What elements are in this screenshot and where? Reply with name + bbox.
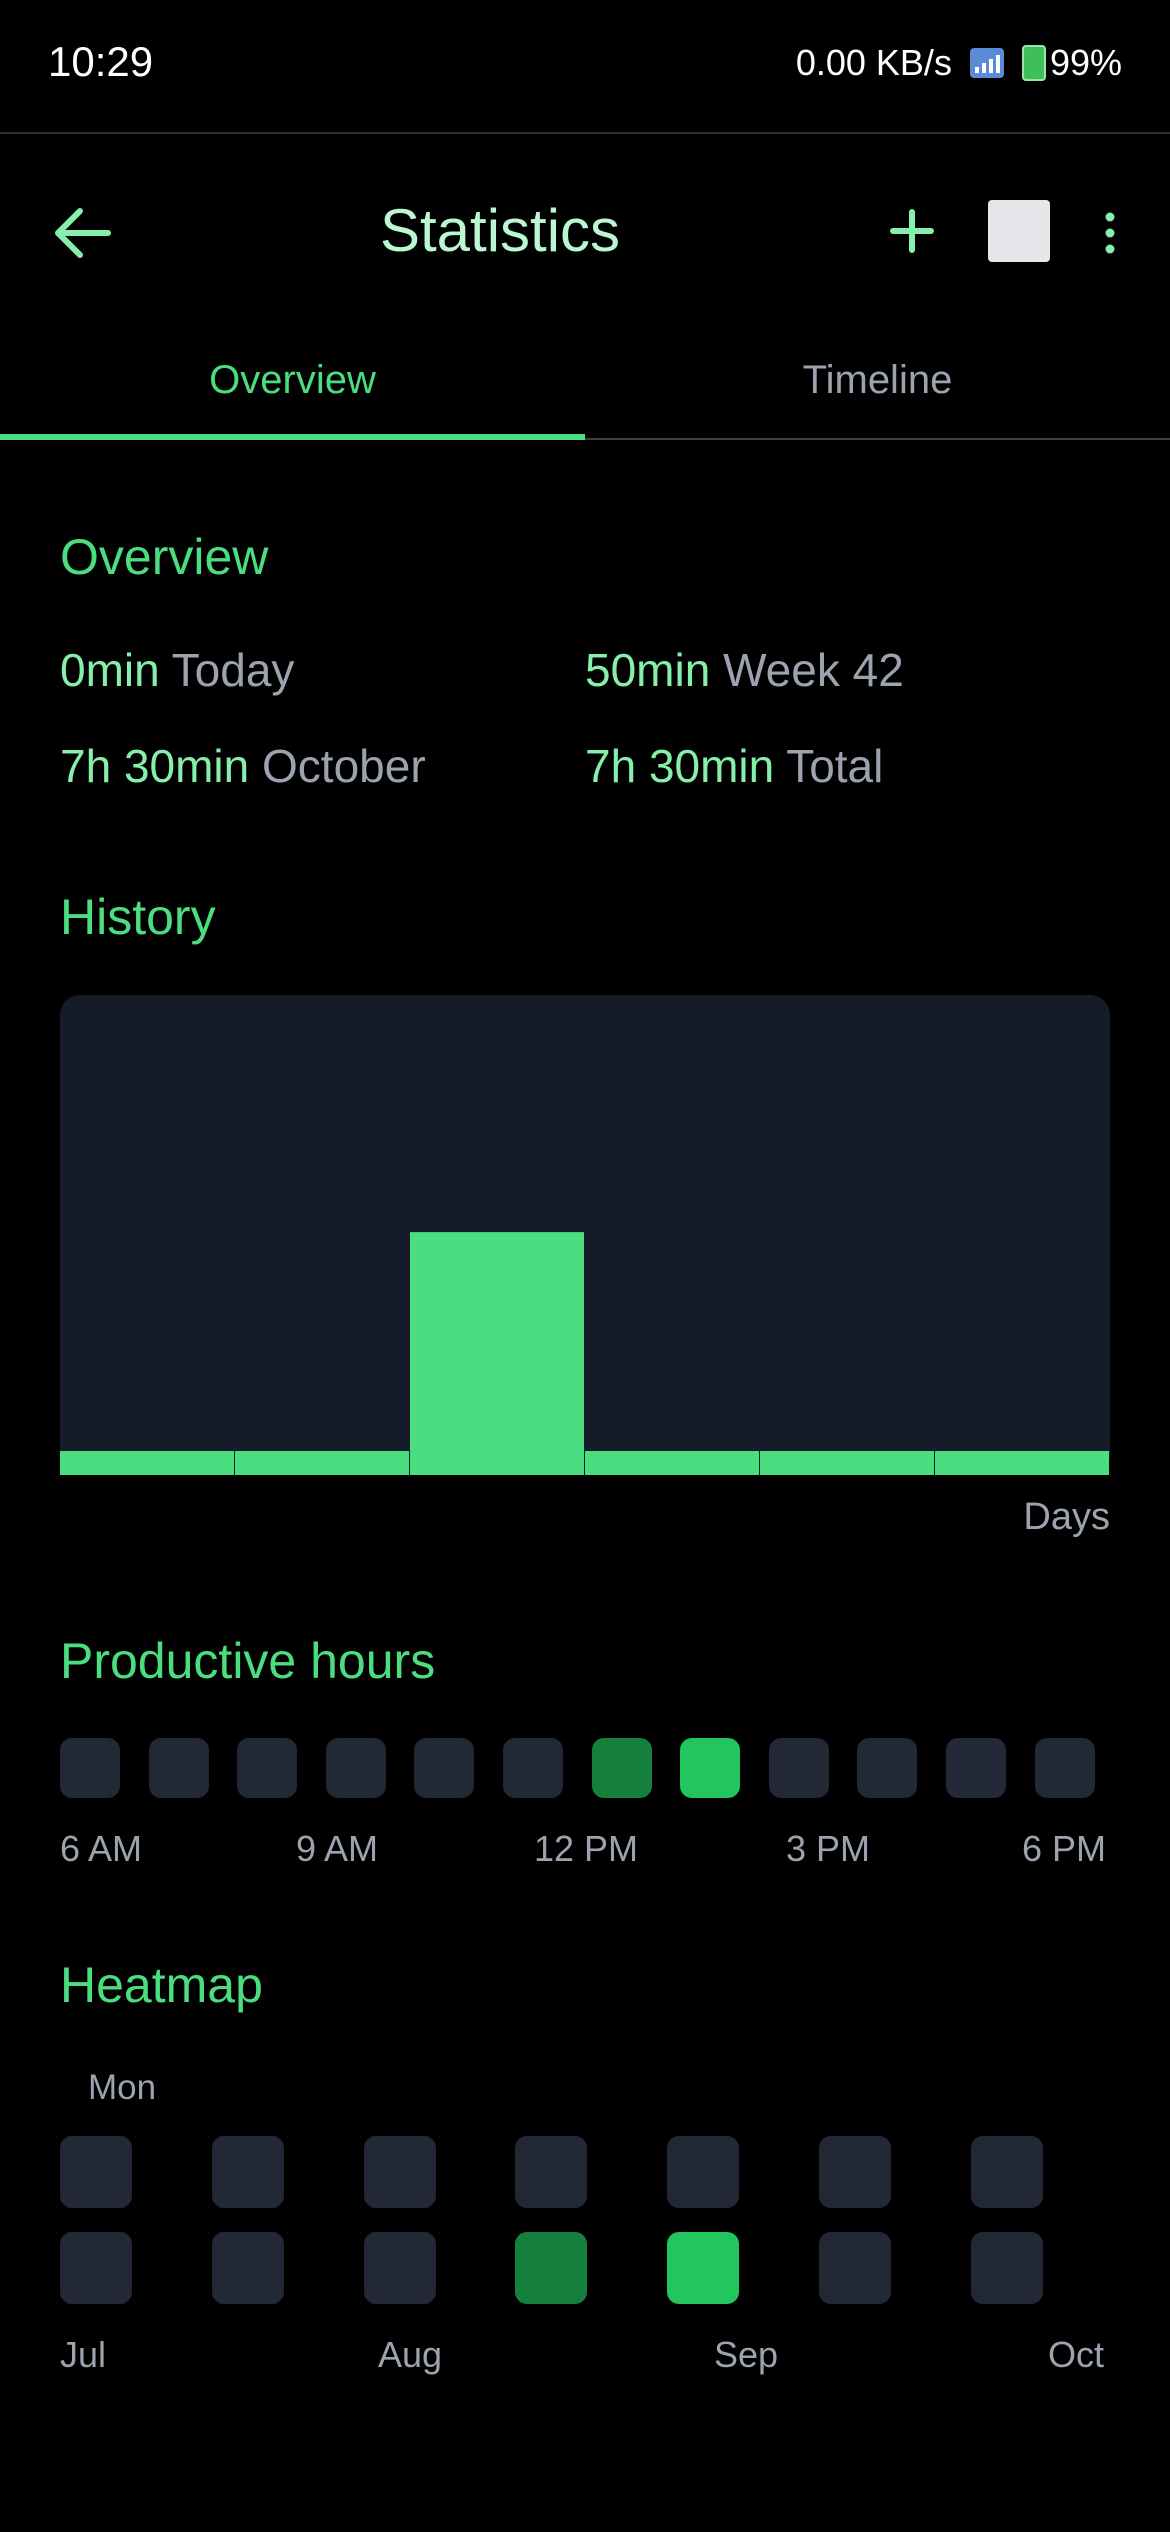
status-divider bbox=[0, 132, 1170, 134]
heatmap-cell bbox=[60, 2232, 132, 2304]
heatmap-cell bbox=[819, 2136, 891, 2208]
history-chart-svg bbox=[60, 1232, 1109, 1475]
stat-week-value: 50min bbox=[585, 644, 711, 696]
heatmap-cell bbox=[211, 2232, 284, 2304]
stat-today-label: Today bbox=[171, 644, 295, 696]
hour-cell bbox=[503, 1738, 563, 1798]
hour-axis-label: 6 PM bbox=[1022, 1828, 1107, 1869]
battery-indicator: 99% bbox=[1021, 42, 1122, 84]
hour-cell bbox=[946, 1738, 1006, 1798]
hour-cell bbox=[768, 1738, 829, 1798]
chart-x-axis-label: Days bbox=[1023, 1496, 1110, 1538]
tab-timeline[interactable]: Timeline bbox=[802, 358, 953, 402]
history-bar bbox=[585, 1451, 759, 1475]
hour-cell bbox=[591, 1738, 652, 1798]
overview-title: Overview bbox=[60, 529, 269, 585]
status-time: 10:29 bbox=[48, 38, 154, 85]
heatmap-cell bbox=[667, 2136, 740, 2208]
stat-week: 50min Week 42 bbox=[585, 643, 904, 697]
battery-icon bbox=[1021, 45, 1046, 81]
more-options-button[interactable] bbox=[1090, 200, 1130, 270]
tab-indicator bbox=[0, 434, 585, 440]
hour-cell bbox=[1034, 1738, 1095, 1798]
heatmap-cell bbox=[667, 2232, 740, 2304]
heatmap-month-label: Jul bbox=[60, 2334, 107, 2375]
stop-button[interactable] bbox=[988, 200, 1050, 262]
stat-total: 7h 30min Total bbox=[585, 739, 883, 793]
heatmap-title: Heatmap bbox=[60, 1957, 263, 2013]
heatmap-cell bbox=[211, 2136, 284, 2208]
productive-hours-grid bbox=[60, 1738, 1110, 1798]
heatmap-month-label: Aug bbox=[378, 2334, 443, 2375]
heatmap-cell bbox=[363, 2232, 436, 2304]
hour-cell bbox=[414, 1738, 475, 1798]
hour-axis-label: 12 PM bbox=[534, 1828, 639, 1869]
back-button[interactable] bbox=[48, 200, 118, 270]
history-bar bbox=[760, 1451, 934, 1475]
add-button[interactable] bbox=[880, 196, 944, 266]
more-vertical-icon bbox=[1105, 212, 1115, 254]
hour-cell bbox=[325, 1738, 386, 1798]
heatmap-cell bbox=[970, 2136, 1043, 2208]
signal-icon bbox=[969, 48, 1004, 78]
stat-month-label: October bbox=[262, 740, 426, 792]
page-title: Statistics bbox=[379, 197, 621, 264]
heatmap-cell bbox=[60, 2136, 132, 2208]
history-bar bbox=[60, 1451, 234, 1475]
hour-cell bbox=[857, 1738, 918, 1798]
history-chart bbox=[60, 995, 1110, 1475]
heatmap-month-label: Oct bbox=[1048, 2334, 1105, 2375]
hour-axis-label: 6 AM bbox=[60, 1828, 143, 1869]
plus-icon bbox=[890, 209, 934, 253]
history-bar bbox=[235, 1451, 409, 1475]
productive-hours-title: Productive hours bbox=[60, 1633, 436, 1689]
stat-month: 7h 30min October bbox=[60, 739, 426, 793]
history-bar bbox=[410, 1232, 584, 1475]
hour-axis-label: 9 AM bbox=[296, 1828, 379, 1869]
battery-level: 99% bbox=[1049, 42, 1122, 83]
stat-total-label: Total bbox=[786, 740, 884, 792]
stat-month-value: 7h 30min bbox=[60, 740, 250, 792]
hour-axis-label: 3 PM bbox=[786, 1828, 871, 1869]
stat-today: 0min Today bbox=[60, 643, 294, 697]
hour-cell bbox=[60, 1738, 120, 1798]
heatmap-cell bbox=[515, 2136, 588, 2208]
heatmap-day-label: Mon bbox=[88, 2068, 157, 2107]
hour-cell bbox=[237, 1738, 298, 1798]
tab-overview[interactable]: Overview bbox=[209, 358, 376, 402]
heatmap-month-label: Sep bbox=[714, 2334, 779, 2375]
tab-divider bbox=[0, 438, 1170, 440]
stat-week-label: Week 42 bbox=[723, 644, 904, 696]
status-indicators: 0.00 KB/s 99% bbox=[796, 42, 1122, 84]
history-title: History bbox=[60, 889, 216, 945]
hour-cell bbox=[148, 1738, 209, 1798]
heatmap-cell bbox=[363, 2136, 436, 2208]
history-bar bbox=[935, 1451, 1109, 1475]
hour-cell bbox=[680, 1738, 741, 1798]
network-speed: 0.00 KB/s bbox=[795, 42, 952, 83]
heatmap-cell bbox=[970, 2232, 1043, 2304]
stat-today-value: 0min bbox=[60, 644, 160, 696]
heatmap-cell bbox=[819, 2232, 891, 2304]
stat-total-value: 7h 30min bbox=[585, 740, 775, 792]
heatmap-cell bbox=[515, 2232, 588, 2304]
arrow-left-icon bbox=[55, 208, 111, 258]
